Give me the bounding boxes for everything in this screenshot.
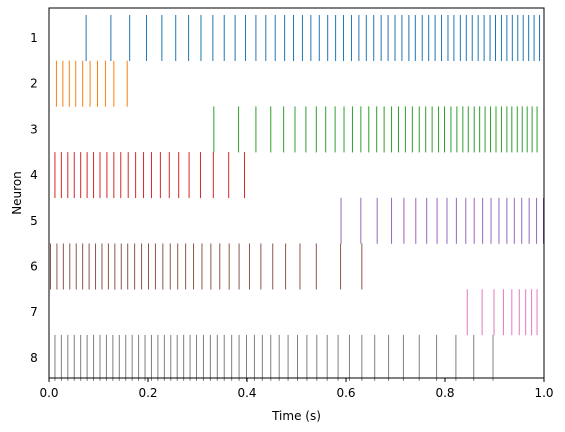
y-tick-label: 8 xyxy=(30,351,38,365)
y-tick-label: 3 xyxy=(30,122,38,136)
y-ticks: 1 2 3 4 5 6 7 8 xyxy=(30,31,38,365)
plot-frame xyxy=(48,7,545,379)
neuron-7-events xyxy=(466,289,538,336)
neuron-5-events xyxy=(340,197,545,244)
x-tick-label: 0.8 xyxy=(435,386,454,400)
neuron-3-events xyxy=(213,106,538,153)
neuron-1-events xyxy=(85,15,541,61)
x-tick-label: 0.2 xyxy=(138,386,157,400)
y-tick-label: 7 xyxy=(30,305,38,319)
y-tick-label: 6 xyxy=(30,260,38,274)
x-ticks: 0.0 0.2 0.4 0.6 0.8 1.0 xyxy=(39,378,554,400)
x-tick-label: 0.6 xyxy=(336,386,355,400)
neuron-8-events xyxy=(54,334,494,381)
x-tick-label: 0.4 xyxy=(237,386,256,400)
y-tick-label: 4 xyxy=(30,168,38,182)
y-tick-label: 1 xyxy=(30,31,38,45)
x-tick-label: 1.0 xyxy=(534,386,553,400)
neuron-6-events xyxy=(49,243,363,290)
x-tick-label: 0.0 xyxy=(39,386,58,400)
neuron-2-events xyxy=(55,60,128,107)
y-tick-label: 2 xyxy=(30,77,38,91)
y-tick-label: 5 xyxy=(30,214,38,228)
x-axis-label: Time (s) xyxy=(271,409,321,423)
event-marks xyxy=(49,15,545,381)
neuron-4-events xyxy=(54,152,246,199)
y-axis-label: Neuron xyxy=(10,171,24,215)
